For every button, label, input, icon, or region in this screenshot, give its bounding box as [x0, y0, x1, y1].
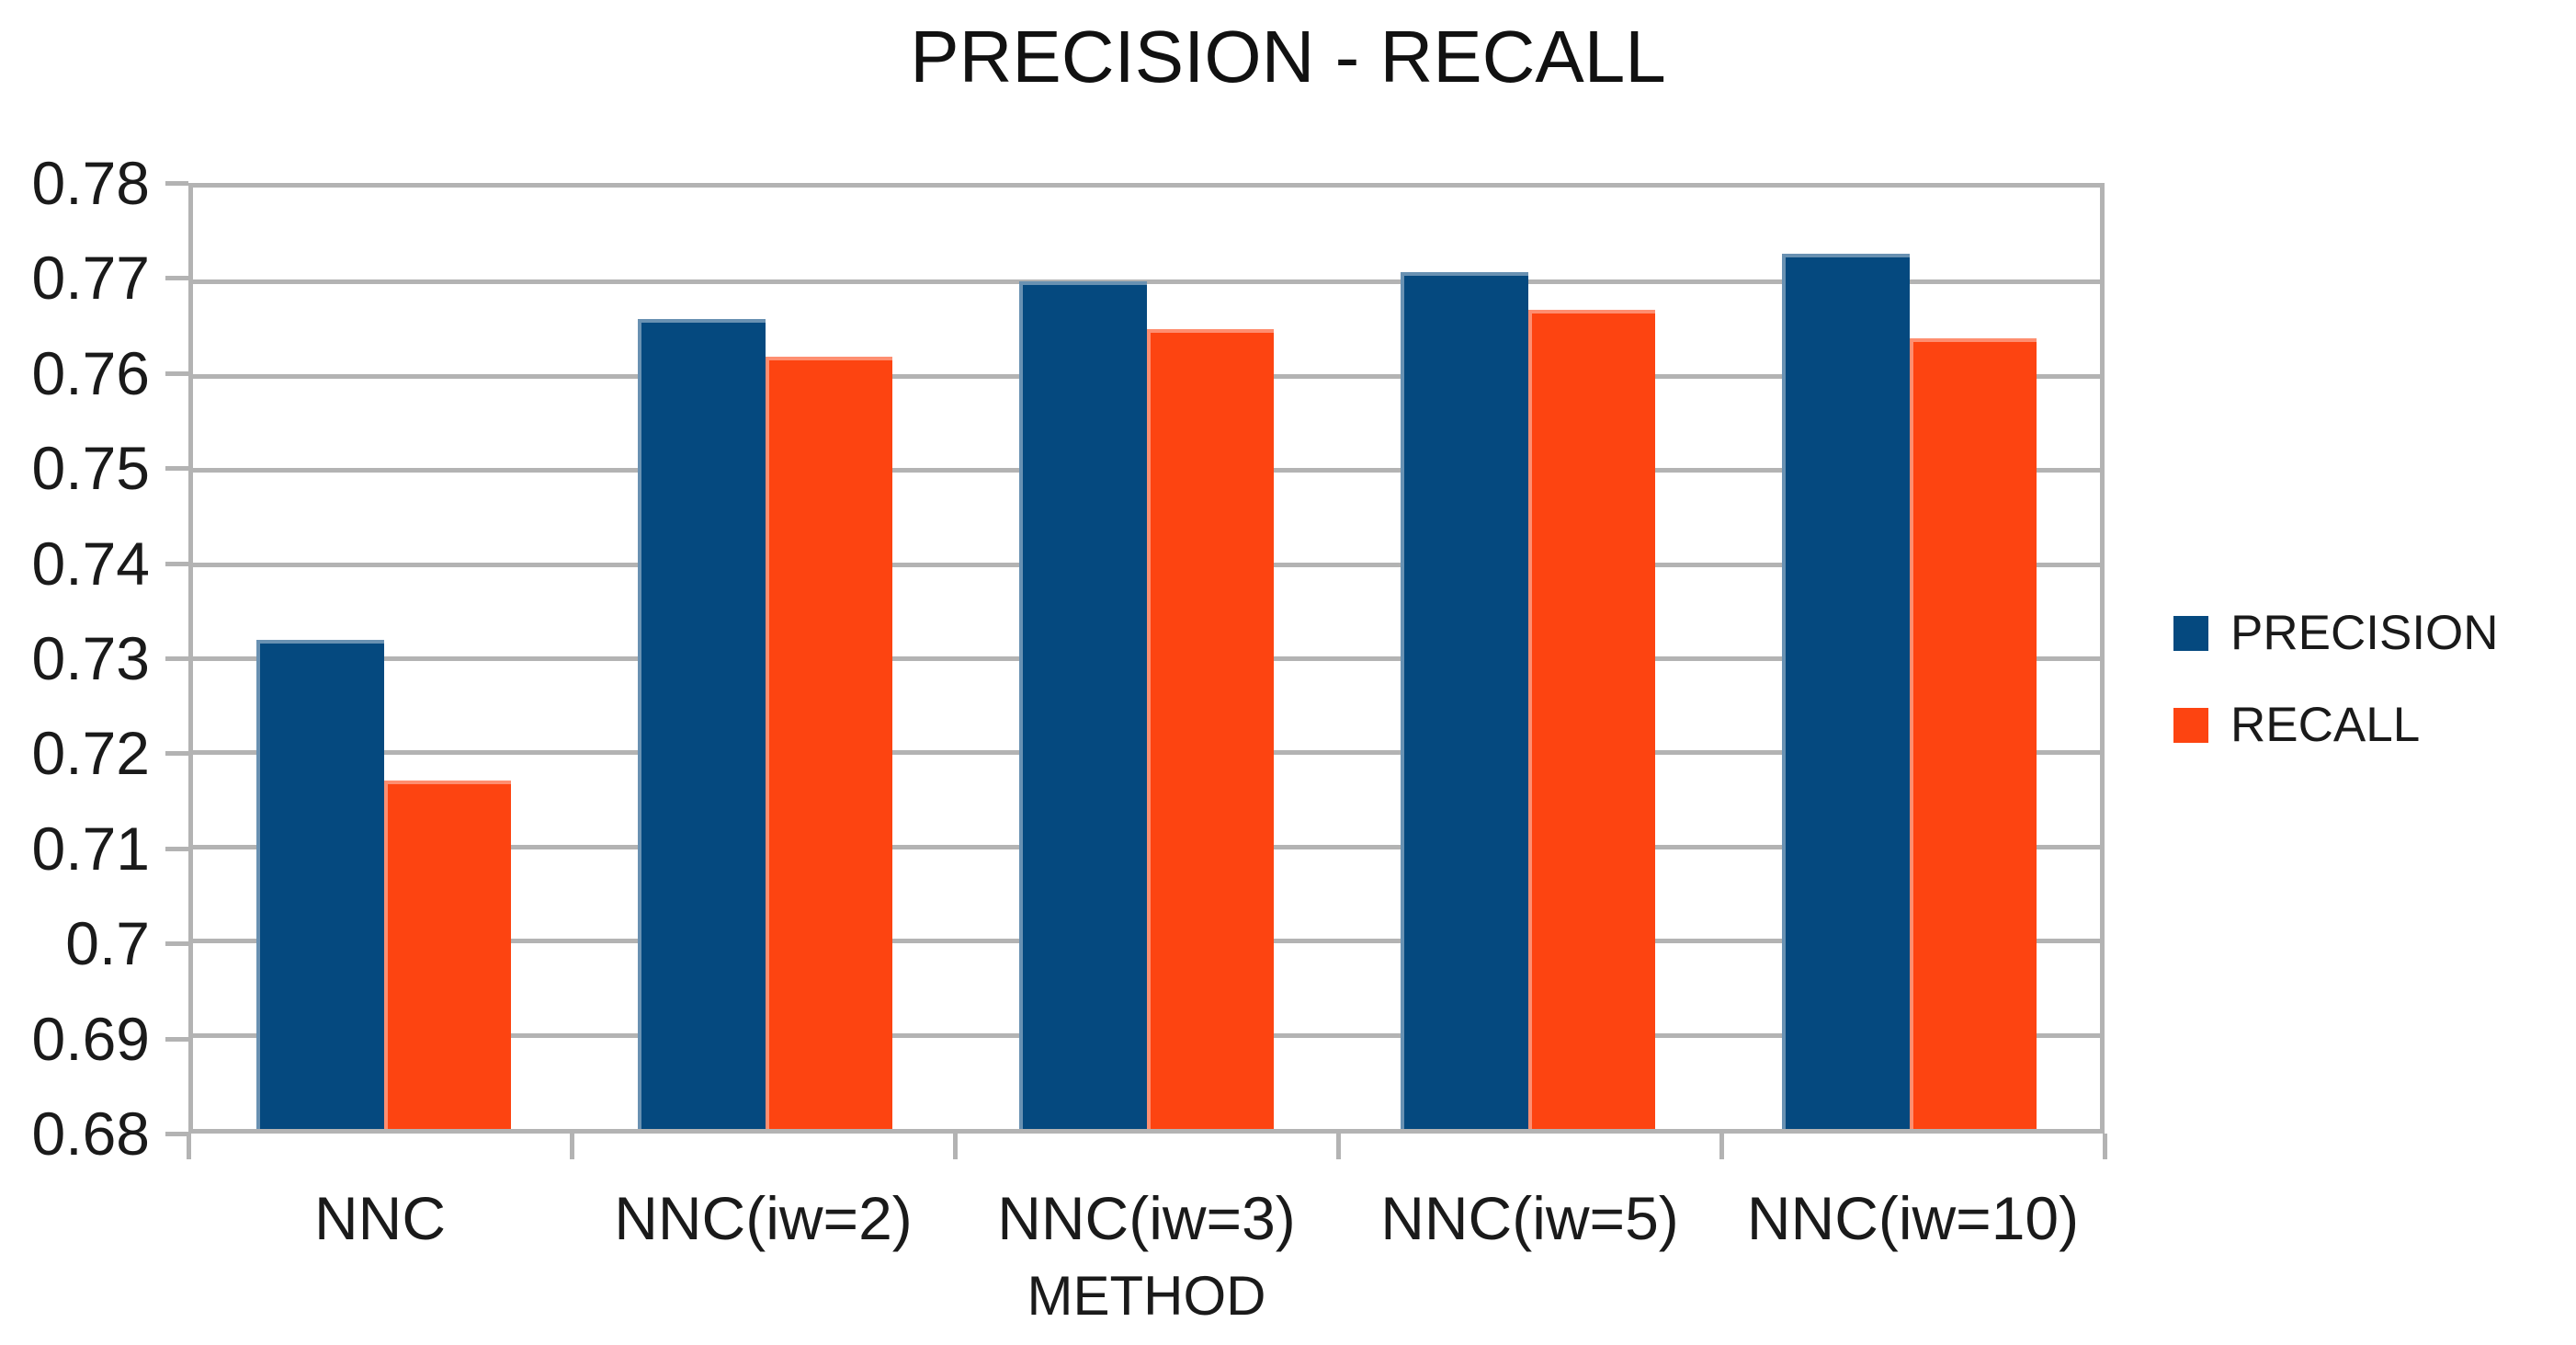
y-tick-mark [165, 846, 188, 851]
y-tick-mark [165, 370, 188, 376]
y-tick-mark [165, 181, 188, 186]
bar-recall [383, 781, 511, 1129]
x-tick-mark [1719, 1134, 1724, 1159]
x-tick-mark [2103, 1134, 2107, 1159]
bar-precision [638, 319, 766, 1129]
x-tick-label: NNC(iw=2) [614, 1184, 913, 1252]
y-tick-mark [165, 466, 188, 472]
y-tick-mark [165, 751, 188, 757]
y-tick-label: 0.72 [31, 719, 150, 788]
bar-precision [1019, 281, 1147, 1129]
y-tick-label: 0.69 [31, 1004, 150, 1073]
x-axis-title: METHOD [1027, 1265, 1266, 1327]
y-tick-mark [165, 656, 188, 661]
bar-precision [256, 639, 384, 1129]
x-tick-label: NNC [314, 1184, 446, 1252]
x-tick-mark [187, 1134, 191, 1159]
category-slot-nnc-iw-2- [574, 188, 956, 1129]
plot-area [188, 183, 2105, 1134]
bar-precision [1401, 272, 1528, 1129]
y-tick-mark [165, 941, 188, 947]
y-tick-mark [165, 561, 188, 566]
x-tick-label: NNC(iw=5) [1380, 1184, 1679, 1252]
y-tick-mark [165, 276, 188, 281]
bar-recall [1909, 337, 2037, 1129]
y-tick-mark [165, 1132, 188, 1136]
x-tick-label: NNC(iw=10) [1746, 1184, 2080, 1252]
x-tick-mark [570, 1134, 574, 1159]
y-tick-label: 0.7 [65, 909, 150, 978]
legend-item-precision: PRECISION [2173, 609, 2499, 657]
y-tick-label: 0.74 [31, 529, 150, 598]
category-slot-nnc-iw-3- [956, 188, 1337, 1129]
y-tick-label: 0.76 [31, 338, 150, 407]
category-slot-nnc [193, 188, 574, 1129]
bar-recall [1146, 328, 1274, 1129]
legend-label-precision: PRECISION [2230, 606, 2499, 660]
bar-recall [1527, 310, 1655, 1129]
legend-swatch-recall [2173, 707, 2208, 743]
y-tick-label: 0.75 [31, 434, 150, 503]
legend-label-recall: RECALL [2230, 698, 2421, 752]
bar-precision [1782, 253, 1910, 1129]
y-tick-label: 0.71 [31, 814, 150, 883]
x-tick-label: NNC(iw=3) [997, 1184, 1296, 1252]
bar-recall [765, 357, 892, 1129]
category-slot-nnc-iw-5- [1337, 188, 1719, 1129]
y-tick-mark [165, 1036, 188, 1042]
x-tick-mark [953, 1134, 958, 1159]
category-slot-nnc-iw-10- [1719, 188, 2100, 1129]
x-tick-mark [1336, 1134, 1341, 1159]
y-tick-label: 0.77 [31, 244, 150, 313]
y-tick-label: 0.78 [31, 149, 150, 217]
y-tick-label: 0.73 [31, 624, 150, 692]
legend: PRECISION RECALL [2173, 609, 2499, 749]
gridline [193, 279, 2100, 285]
chart-title: PRECISION - RECALL [910, 16, 1666, 97]
y-tick-label: 0.68 [31, 1100, 150, 1168]
legend-swatch-precision [2173, 615, 2208, 651]
legend-item-recall: RECALL [2173, 701, 2499, 749]
